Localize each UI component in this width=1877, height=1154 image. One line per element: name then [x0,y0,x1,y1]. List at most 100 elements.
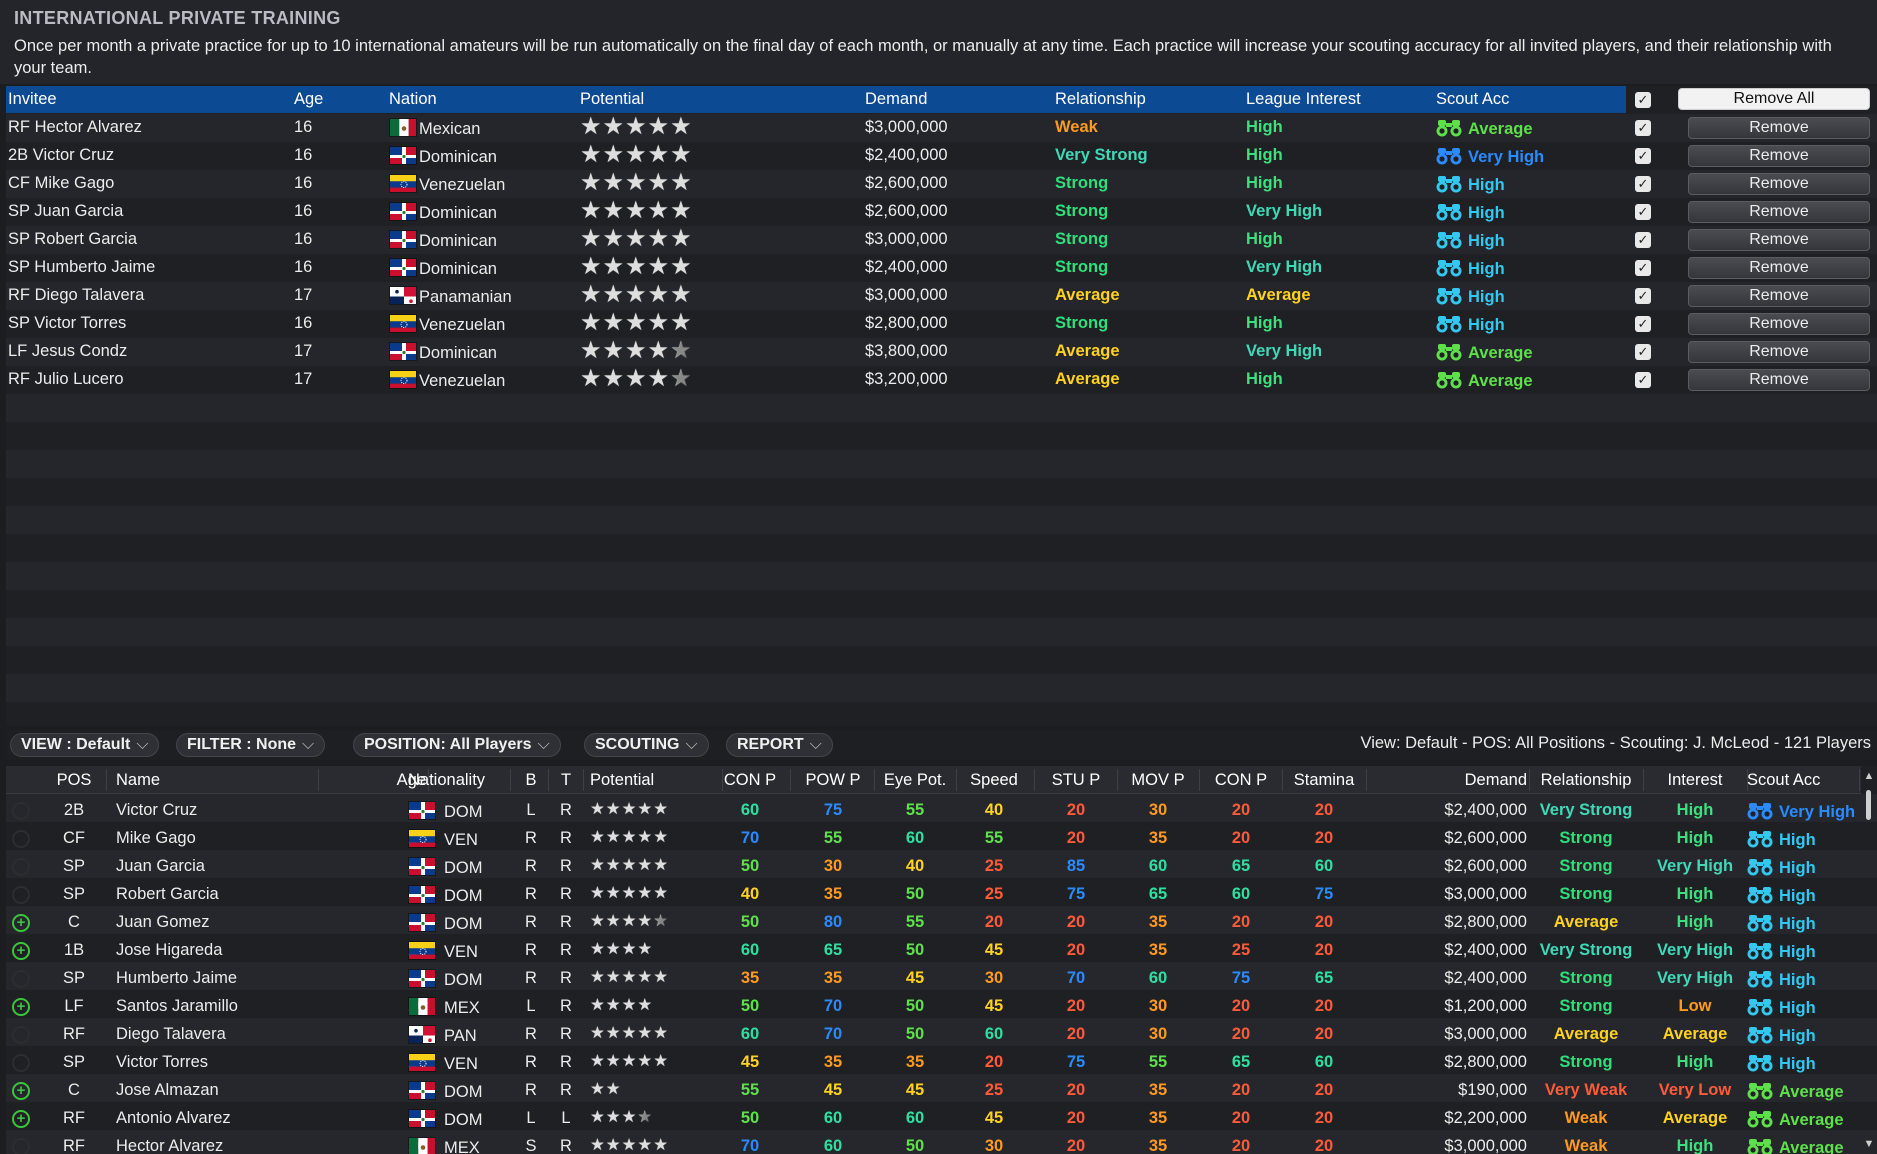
invitee-name[interactable]: SP Juan Garcia [8,202,124,220]
player-name[interactable]: Diego Talavera [116,1025,226,1043]
player-name[interactable]: Juan Gomez [116,913,210,931]
col-interest[interactable]: Interest [1667,771,1723,789]
add-player-plus-icon[interactable]: + [12,802,30,820]
add-player-plus-icon[interactable]: + [12,970,30,988]
invitee-row[interactable]: SP Robert Garcia 16 Dominican ★★★★★ $3,000,0… [6,226,1877,254]
player-name[interactable]: Mike Gago [116,829,196,847]
add-player-plus-icon[interactable]: + [12,998,30,1016]
invitee-name[interactable]: 2B Victor Cruz [8,146,115,164]
invitee-row[interactable]: LF Jesus Condz 17 Dominican ★★★★★ $3,800,000… [6,338,1877,366]
invitee-checkbox[interactable]: ✓ [1635,372,1651,388]
col-throws[interactable]: T [560,771,572,789]
position-dropdown[interactable]: POSITION: All Players ⌵ [353,733,561,757]
col-relationship[interactable]: Relationship [1055,90,1146,108]
col-relationship[interactable]: Relationship [1540,771,1632,789]
col-league-interest[interactable]: League Interest [1246,90,1361,108]
col-pos[interactable]: POS [56,771,92,789]
col-bats[interactable]: B [525,771,537,789]
col-scout-acc[interactable]: Scout Acc [1747,771,1821,789]
invitee-row[interactable]: SP Juan Garcia 16 Dominican ★★★★★ $2,600,000… [6,198,1877,226]
invitee-row[interactable]: RF Diego Talavera 17 Panamanian ★★★★★ $3,000… [6,282,1877,310]
add-player-plus-icon[interactable]: + [12,1026,30,1044]
col-speed[interactable]: Speed [970,771,1018,789]
col-stu-p[interactable]: STU P [1051,771,1101,789]
col-age[interactable]: Age [396,771,426,789]
player-name[interactable]: Victor Torres [116,1053,209,1071]
add-player-plus-icon[interactable]: + [12,1082,30,1100]
col-potential[interactable]: Potential [580,90,645,108]
remove-button[interactable]: Remove [1688,201,1870,223]
remove-button[interactable]: Remove [1688,285,1870,307]
invitee-checkbox[interactable]: ✓ [1635,260,1651,276]
add-player-plus-icon[interactable]: + [12,830,30,848]
col-eye-pot[interactable]: Eye Pot. [883,771,947,789]
add-player-plus-icon[interactable]: + [12,914,30,932]
player-name[interactable]: Santos Jaramillo [116,997,238,1015]
invitee-name[interactable]: CF Mike Gago [8,174,115,192]
invitee-row[interactable]: RF Julio Lucero 17 Venezuelan ★★★★★ $3,200,0… [6,366,1877,394]
invitee-checkbox[interactable]: ✓ [1635,316,1651,332]
player-name[interactable]: Antonio Alvarez [116,1109,231,1127]
filter-dropdown[interactable]: FILTER : None ⌵ [176,733,326,757]
col-mov-p[interactable]: MOV P [1131,771,1185,789]
col-invitee[interactable]: Invitee [8,90,57,108]
scrollbar-thumb[interactable] [1866,790,1871,820]
remove-button[interactable]: Remove [1688,313,1870,335]
invitee-row[interactable]: CF Mike Gago 16 Venezuelan ★★★★★ $2,600,000 S… [6,170,1877,198]
player-name[interactable]: Robert Garcia [116,885,219,903]
col-name[interactable]: Name [116,771,161,789]
invitee-name[interactable]: SP Victor Torres [8,314,127,332]
add-player-plus-icon[interactable]: + [12,1054,30,1072]
remove-button[interactable]: Remove [1688,117,1870,139]
report-dropdown[interactable]: REPORT ⌵ [726,733,833,757]
player-name[interactable]: Hector Alvarez [116,1137,224,1154]
remove-button[interactable]: Remove [1688,369,1870,391]
player-name[interactable]: Victor Cruz [116,801,198,819]
invitee-checkbox[interactable]: ✓ [1635,288,1651,304]
col-nationality[interactable]: Nationality [408,771,486,789]
invitee-name[interactable]: RF Diego Talavera [8,286,145,304]
add-player-plus-icon[interactable]: + [12,858,30,876]
invitee-name[interactable]: LF Jesus Condz [8,342,128,360]
scroll-down-icon[interactable]: ▼ [1863,1138,1875,1150]
invitee-name[interactable]: RF Julio Lucero [8,370,124,388]
invitee-checkbox[interactable]: ✓ [1635,120,1651,136]
add-player-plus-icon[interactable]: + [12,886,30,904]
col-nation[interactable]: Nation [389,90,437,108]
player-name[interactable]: Juan Garcia [116,857,205,875]
player-name[interactable]: Humberto Jaime [116,969,238,987]
invitee-name[interactable]: SP Humberto Jaime [8,258,156,276]
invitee-checkbox[interactable]: ✓ [1635,204,1651,220]
invitee-checkbox[interactable]: ✓ [1635,176,1651,192]
col-potential[interactable]: Potential [590,771,655,789]
col-scout-acc[interactable]: Scout Acc [1436,90,1510,108]
add-player-plus-icon[interactable]: + [12,1138,30,1154]
scouting-dropdown[interactable]: SCOUTING ⌵ [584,733,709,757]
add-player-plus-icon[interactable]: + [12,942,30,960]
invitee-name[interactable]: RF Hector Alvarez [8,118,142,136]
col-con-p[interactable]: CON P [723,771,777,789]
remove-button[interactable]: Remove [1688,257,1870,279]
col-demand[interactable]: Demand [865,90,928,108]
invitee-name[interactable]: SP Robert Garcia [8,230,138,248]
player-name[interactable]: Jose Higareda [116,941,223,959]
col-age[interactable]: Age [294,90,324,108]
col-stamina[interactable]: Stamina [1293,771,1355,789]
remove-button[interactable]: Remove [1688,229,1870,251]
invitee-row[interactable]: 2B Victor Cruz 16 Dominican ★★★★★ $2,400,000… [6,142,1877,170]
add-player-plus-icon[interactable]: + [12,1110,30,1128]
col-demand[interactable]: Demand [1464,771,1527,789]
invitee-checkbox[interactable]: ✓ [1635,148,1651,164]
invitee-checkbox[interactable]: ✓ [1635,344,1651,360]
